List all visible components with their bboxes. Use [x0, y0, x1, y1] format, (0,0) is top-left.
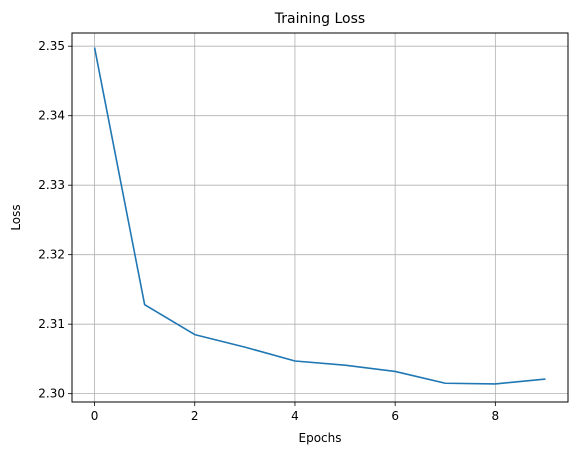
y-axis-label: Loss [9, 204, 23, 230]
y-tick-label: 2.31 [38, 317, 65, 331]
y-tick-label: 2.34 [38, 109, 65, 123]
y-tick-label: 2.32 [38, 248, 65, 262]
x-tick-label: 2 [191, 409, 199, 423]
x-tick-label: 8 [492, 409, 500, 423]
chart-title: Training Loss [274, 11, 365, 27]
x-tick-label: 4 [291, 409, 299, 423]
y-tick-label: 2.35 [38, 39, 65, 53]
x-tick-label: 6 [391, 409, 399, 423]
y-tick-label: 2.33 [38, 178, 65, 192]
x-axis-label: Epochs [299, 431, 342, 445]
y-tick-label: 2.30 [38, 387, 65, 401]
x-tick-label: 0 [91, 409, 99, 423]
